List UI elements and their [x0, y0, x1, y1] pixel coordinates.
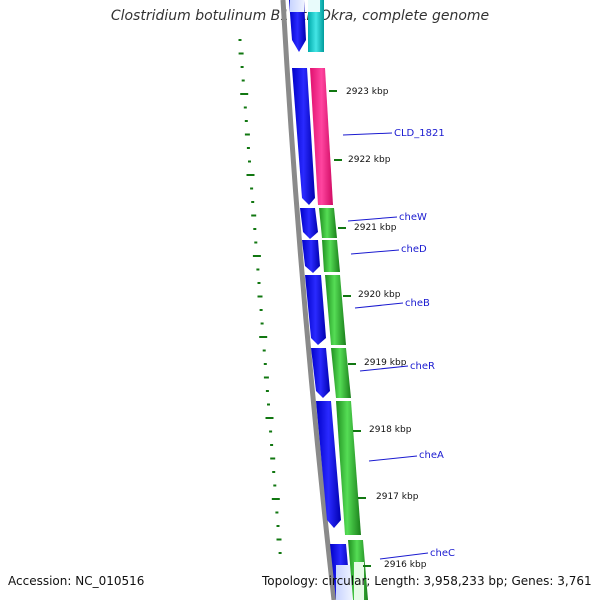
gene-label-chew[interactable]: cheW [399, 212, 427, 223]
pale-feature-segment [354, 562, 364, 600]
scale-tick-label: 2916 kbp [384, 560, 427, 570]
topology-text: Topology: circular; Length: 3,958,233 bp… [262, 574, 592, 588]
scale-tick-label: 2920 kbp [358, 290, 401, 300]
cds-segment[interactable] [305, 275, 326, 345]
cds-track [292, 68, 352, 600]
label-leader-line [359, 365, 409, 372]
cds-segment[interactable] [292, 68, 315, 205]
label-leader-line [368, 455, 418, 462]
gene-label-cld-1821[interactable]: CLD_1821 [394, 128, 445, 139]
pink-feature-segment[interactable] [310, 68, 333, 205]
forward-cds-segment[interactable] [289, 0, 306, 52]
scale-tick-label: 2921 kbp [354, 223, 397, 233]
pale-feature-segment [308, 0, 320, 12]
pale-feature-segment [336, 565, 352, 600]
gene-fragment-top[interactable] [289, 0, 324, 52]
scale-tick-label: 2923 kbp [346, 87, 389, 97]
scale-tick-label: 2917 kbp [376, 492, 419, 502]
gene-label-ched[interactable]: cheD [401, 244, 427, 255]
gene-label-chec[interactable]: cheC [430, 548, 455, 559]
scale-ruler: 2923 kbp 2922 kbp 2921 kbp 2920 kbp 2919… [329, 87, 427, 570]
cds-segment[interactable] [316, 401, 341, 528]
scale-tick-label: 2919 kbp [364, 358, 407, 368]
green-feature-segment[interactable] [322, 240, 340, 272]
gene-label-cher[interactable]: cheR [410, 361, 435, 372]
green-feature-segment[interactable] [331, 348, 351, 398]
label-leader-line [342, 132, 393, 136]
gc-skew-track [238, 39, 282, 554]
accession-text: Accession: NC_010516 [8, 574, 145, 588]
scale-tick-label: 2918 kbp [369, 425, 412, 435]
gene-labels: CLD_1821 cheW cheD cheB cheR cheA cheC [342, 128, 455, 560]
cyan-feature-segment[interactable] [308, 0, 324, 52]
label-leader-line [350, 249, 400, 255]
label-leader-line [347, 216, 398, 222]
scale-tick-label: 2922 kbp [348, 155, 391, 165]
gene-label-chea[interactable]: cheA [419, 450, 444, 461]
label-leader-line [354, 302, 404, 309]
backbone-ring [280, 0, 337, 600]
gene-label-cheb[interactable]: cheB [405, 298, 430, 309]
green-feature-segment[interactable] [336, 401, 361, 535]
feature-track [310, 68, 368, 600]
cds-segment[interactable] [311, 348, 330, 398]
cds-segment[interactable] [302, 240, 320, 273]
green-feature-segment[interactable] [319, 208, 337, 238]
green-feature-segment[interactable] [325, 275, 346, 345]
pale-feature-segment [290, 0, 304, 12]
cds-segment[interactable] [300, 208, 318, 239]
label-leader-line [379, 552, 429, 560]
